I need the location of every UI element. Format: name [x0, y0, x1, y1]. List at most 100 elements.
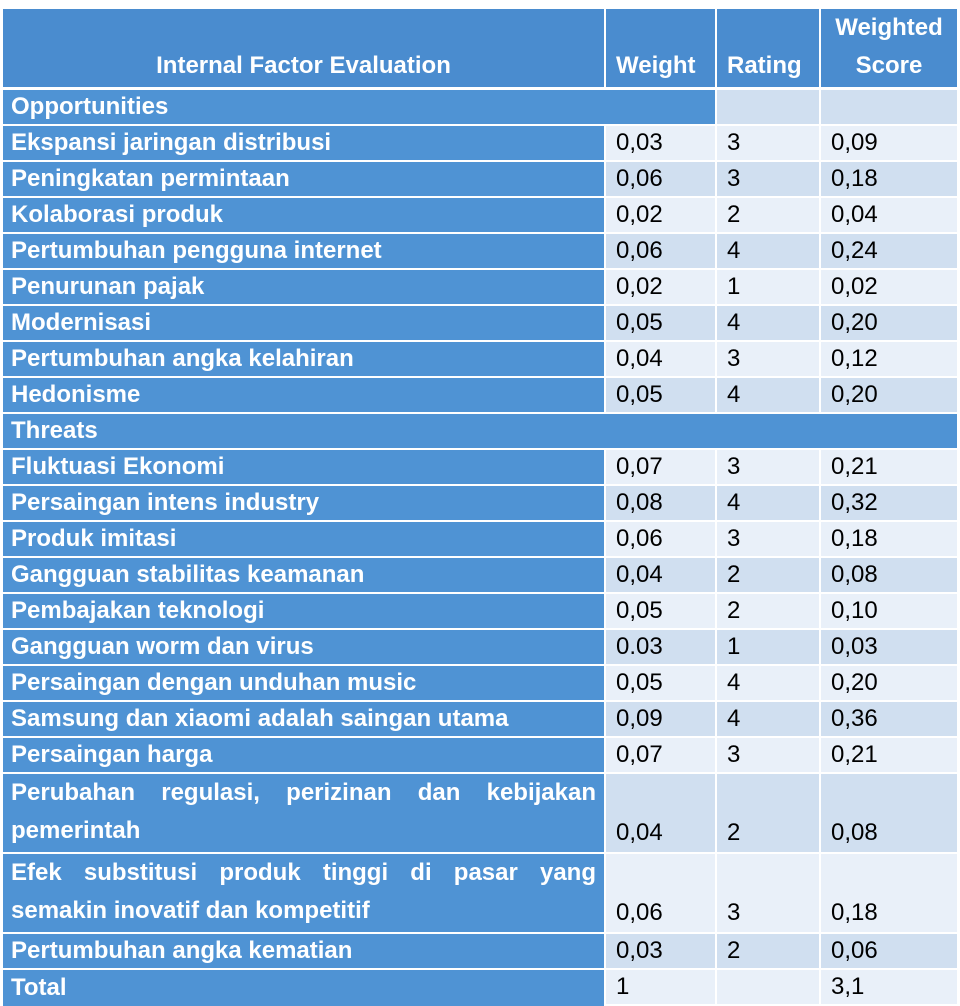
table-row: Persaingan intens industry 0,08 4 0,32 — [3, 486, 957, 522]
header-row: Internal Factor Evaluation Weight Rating… — [3, 9, 957, 90]
score-cell: 0,36 — [821, 702, 957, 738]
weight-cell: 0,05 — [606, 378, 717, 414]
factor-cell: Persaingan harga — [3, 738, 606, 774]
factor-cell: Hedonisme — [3, 378, 606, 414]
score-cell: 0,02 — [821, 270, 957, 306]
weight-cell: 0,06 — [606, 854, 717, 934]
rating-cell: 3 — [717, 342, 821, 378]
table-row: Persaingan harga 0,07 3 0,21 — [3, 738, 957, 774]
section-label: Threats — [3, 414, 957, 450]
table-row: Fluktuasi Ekonomi 0,07 3 0,21 — [3, 450, 957, 486]
empty-cell — [717, 90, 821, 126]
factor-cell: Gangguan stabilitas keamanan — [3, 558, 606, 594]
score-cell: 0,20 — [821, 666, 957, 702]
factor-cell: Total — [3, 970, 606, 1006]
section-label: Opportunities — [3, 90, 717, 126]
factor-cell: Efek substitusi produk tinggi di pasar y… — [3, 854, 606, 934]
factor-cell: Pertumbuhan angka kematian — [3, 934, 606, 970]
weight-cell: 1 — [606, 970, 717, 1006]
factor-cell: Produk imitasi — [3, 522, 606, 558]
table-row: Hedonisme 0,05 4 0,20 — [3, 378, 957, 414]
table-row: Perubahan regulasi, perizinan dan kebija… — [3, 774, 957, 854]
score-cell: 0,21 — [821, 450, 957, 486]
table-row: Peningkatan permintaan 0,06 3 0,18 — [3, 162, 957, 198]
total-row: Total 1 3,1 — [3, 970, 957, 1006]
weight-cell: 0,03 — [606, 126, 717, 162]
rating-cell: 4 — [717, 666, 821, 702]
weight-cell: 0,09 — [606, 702, 717, 738]
rating-cell: 2 — [717, 198, 821, 234]
rating-cell: 3 — [717, 126, 821, 162]
table-row: Samsung dan xiaomi adalah saingan utama 0… — [3, 702, 957, 738]
weight-cell: 0,02 — [606, 198, 717, 234]
factor-cell: Peningkatan permintaan — [3, 162, 606, 198]
factor-cell: Perubahan regulasi, perizinan dan kebija… — [3, 774, 606, 854]
score-cell: 0,10 — [821, 594, 957, 630]
table-row: Pembajakan teknologi 0,05 2 0,10 — [3, 594, 957, 630]
rating-cell: 2 — [717, 934, 821, 970]
score-cell: 0,12 — [821, 342, 957, 378]
weight-cell: 0,05 — [606, 594, 717, 630]
score-cell: 0,18 — [821, 522, 957, 558]
score-cell: 0,08 — [821, 774, 957, 854]
ife-table: Internal Factor Evaluation Weight Rating… — [3, 9, 957, 1006]
table-row: Penurunan pajak 0,02 1 0,02 — [3, 270, 957, 306]
factor-cell: Fluktuasi Ekonomi — [3, 450, 606, 486]
rating-cell: 3 — [717, 162, 821, 198]
score-cell: 0,09 — [821, 126, 957, 162]
weight-cell: 0,04 — [606, 342, 717, 378]
score-cell: 0,08 — [821, 558, 957, 594]
rating-cell — [717, 970, 821, 1006]
rating-cell: 3 — [717, 522, 821, 558]
factor-cell: Samsung dan xiaomi adalah saingan utama — [3, 702, 606, 738]
weight-cell: 0,06 — [606, 522, 717, 558]
score-cell: 0,04 — [821, 198, 957, 234]
rating-cell: 4 — [717, 378, 821, 414]
factor-cell: Persaingan intens industry — [3, 486, 606, 522]
factor-cell: Penurunan pajak — [3, 270, 606, 306]
rating-cell: 4 — [717, 306, 821, 342]
rating-cell: 3 — [717, 854, 821, 934]
score-cell: 0,03 — [821, 630, 957, 666]
score-cell: 3,1 — [821, 970, 957, 1006]
rating-cell: 3 — [717, 450, 821, 486]
factor-cell: Persaingan dengan unduhan music — [3, 666, 606, 702]
table-row: Pertumbuhan angka kelahiran 0,04 3 0,12 — [3, 342, 957, 378]
rating-cell: 1 — [717, 630, 821, 666]
rating-cell: 1 — [717, 270, 821, 306]
table-row: Efek substitusi produk tinggi di pasar y… — [3, 854, 957, 934]
table-row: Ekspansi jaringan distribusi 0,03 3 0,09 — [3, 126, 957, 162]
weight-cell: 0,05 — [606, 666, 717, 702]
score-cell: 0,24 — [821, 234, 957, 270]
factor-cell: Modernisasi — [3, 306, 606, 342]
weight-cell: 0,04 — [606, 558, 717, 594]
weight-cell: 0,02 — [606, 270, 717, 306]
rating-cell: 2 — [717, 774, 821, 854]
weight-cell: 0,03 — [606, 934, 717, 970]
header-weight: Weight — [606, 9, 717, 90]
score-cell: 0,18 — [821, 162, 957, 198]
rating-cell: 3 — [717, 738, 821, 774]
header-weighted-score: Weighted Score — [821, 9, 957, 90]
score-cell: 0,21 — [821, 738, 957, 774]
header-factor: Internal Factor Evaluation — [3, 9, 606, 90]
rating-cell: 2 — [717, 558, 821, 594]
table-row: Gangguan stabilitas keamanan 0,04 2 0,08 — [3, 558, 957, 594]
weight-cell: 0.03 — [606, 630, 717, 666]
weight-cell: 0,07 — [606, 738, 717, 774]
score-cell: 0,20 — [821, 378, 957, 414]
rating-cell: 2 — [717, 594, 821, 630]
weight-cell: 0,06 — [606, 162, 717, 198]
table-row: Persaingan dengan unduhan music 0,05 4 0,20 — [3, 666, 957, 702]
table-row: Pertumbuhan angka kematian 0,03 2 0,06 — [3, 934, 957, 970]
weight-cell: 0,05 — [606, 306, 717, 342]
factor-cell: Pertumbuhan pengguna internet — [3, 234, 606, 270]
factor-cell: Kolaborasi produk — [3, 198, 606, 234]
score-cell: 0,32 — [821, 486, 957, 522]
section-row: Opportunities — [3, 90, 957, 126]
weight-cell: 0,07 — [606, 450, 717, 486]
score-cell: 0,06 — [821, 934, 957, 970]
rating-cell: 4 — [717, 234, 821, 270]
table-row: Modernisasi 0,05 4 0,20 — [3, 306, 957, 342]
weight-cell: 0,04 — [606, 774, 717, 854]
